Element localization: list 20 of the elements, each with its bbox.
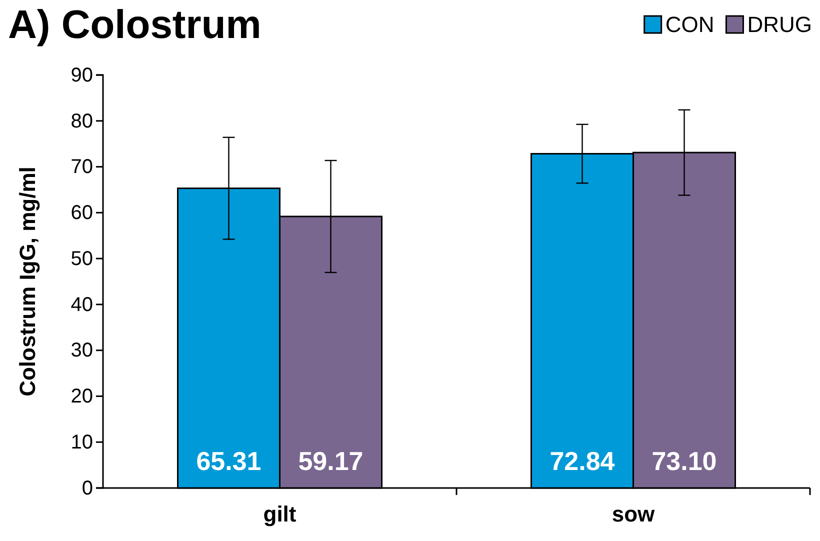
data-label: 65.31 xyxy=(196,446,262,476)
y-tick-label: 20 xyxy=(70,386,93,408)
y-tick-label: 80 xyxy=(70,110,93,132)
legend-label: CON xyxy=(665,12,714,37)
y-axis-title: Colostrum IgG, mg/ml xyxy=(15,166,40,396)
data-label: 73.10 xyxy=(652,446,717,476)
legend-label: DRUG xyxy=(747,12,812,37)
y-tick-label: 70 xyxy=(70,156,93,178)
y-tick-label: 10 xyxy=(70,432,93,454)
y-tick-label: 90 xyxy=(70,64,93,86)
x-tick-label: sow xyxy=(612,502,656,527)
y-tick-label: 0 xyxy=(82,477,93,500)
y-tick-label: 30 xyxy=(70,340,93,362)
y-tick-label: 40 xyxy=(70,294,93,316)
y-tick-label: 60 xyxy=(70,202,93,224)
data-label: 59.17 xyxy=(298,446,364,476)
chart-title: A) Colostrum xyxy=(8,3,262,47)
y-tick-label: 50 xyxy=(70,248,93,270)
x-tick-label: gilt xyxy=(263,502,297,527)
data-label: 72.84 xyxy=(550,446,616,476)
